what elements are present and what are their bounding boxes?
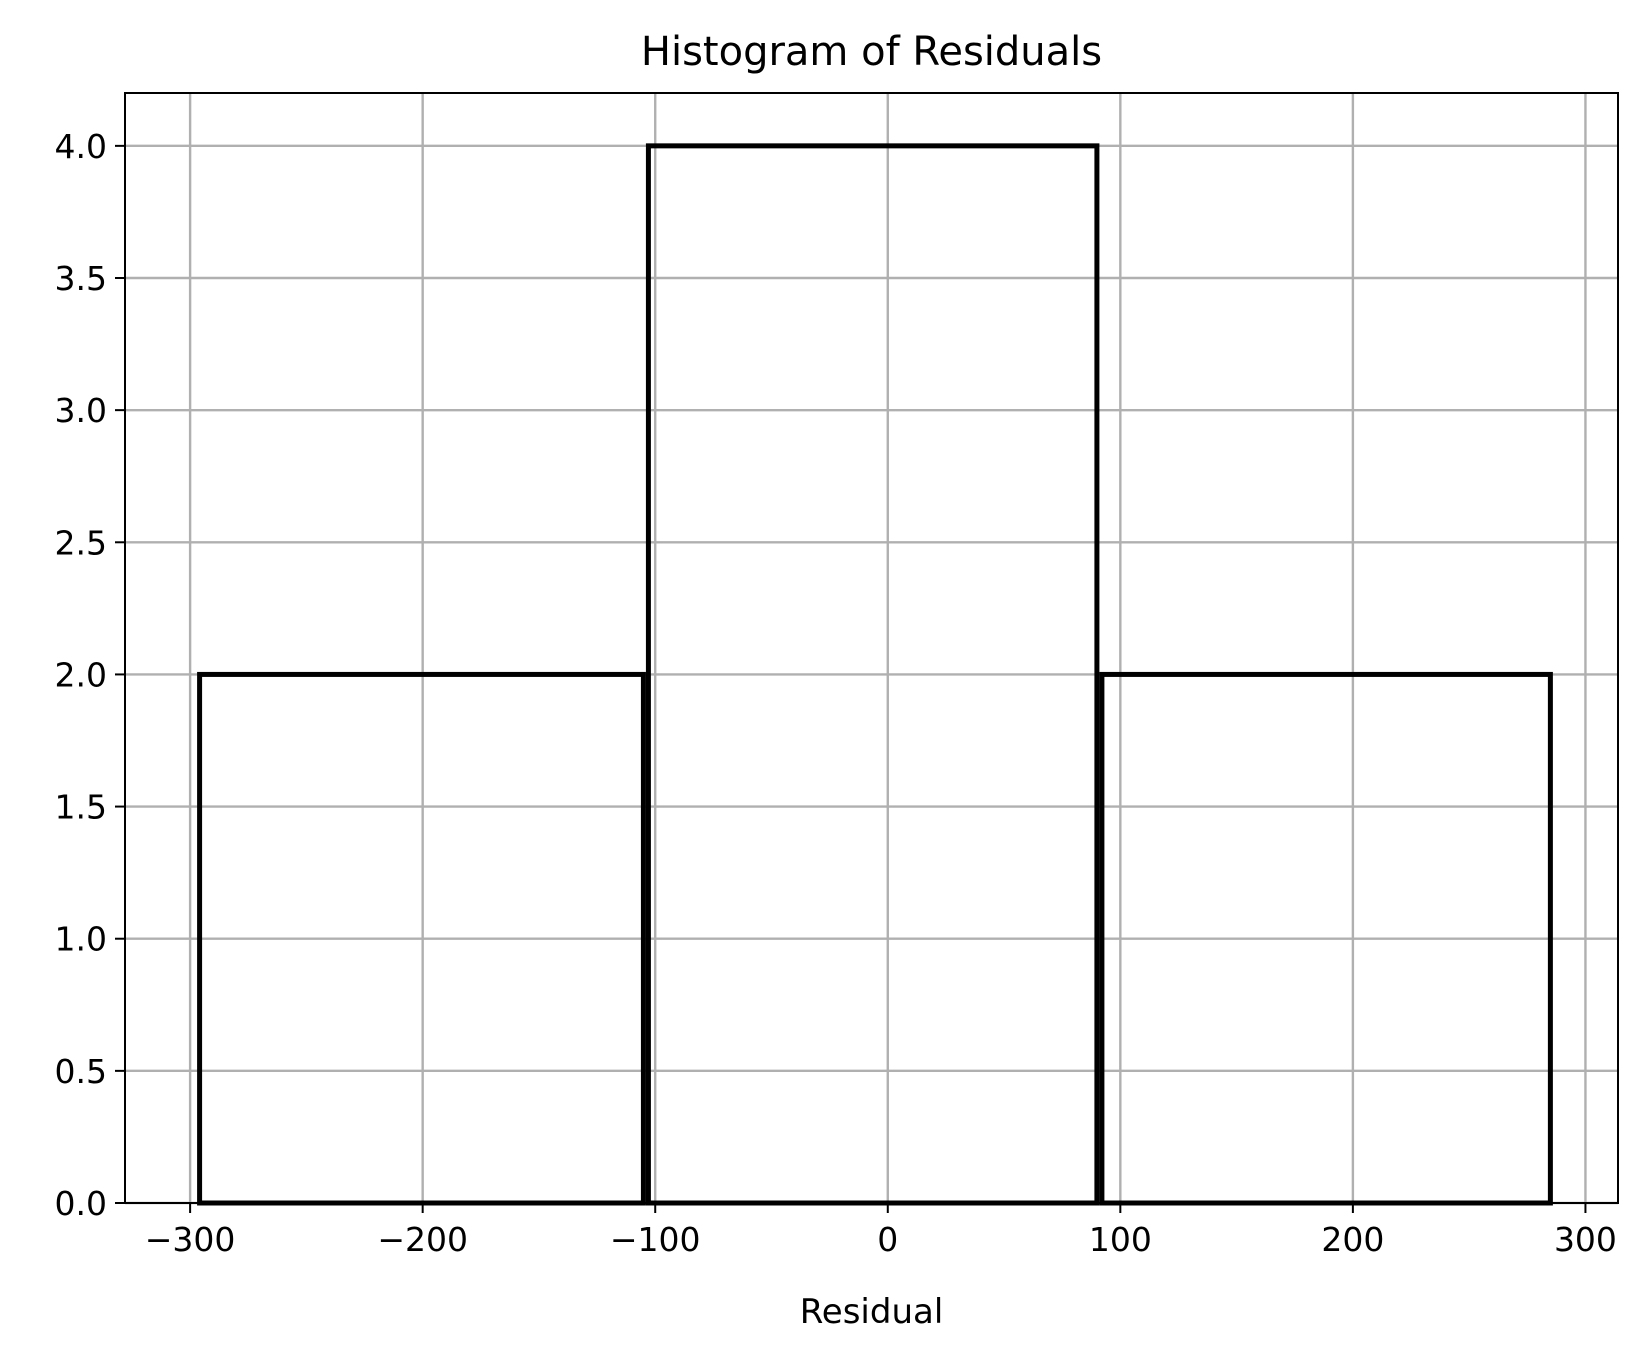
x-tick-label-1: −200 [377,1220,468,1259]
x-tick-label-6: 300 [1554,1220,1617,1259]
x-tick-label-3: 0 [877,1220,898,1259]
y-tick-label-2: 1.0 [55,920,107,959]
y-tick-label-8: 4.0 [55,127,107,166]
ticks: −300 −200 −100 0 100 200 300 0.0 0.5 1.0 1.5 2.0 2.5… [55,127,1617,1259]
plot-frame [124,92,1619,1204]
y-tick-label-7: 3.5 [55,259,107,298]
x-tick-label-0: −300 [145,1220,236,1259]
y-tick-label-6: 3.0 [55,391,107,430]
y-tick-label-4: 2.0 [55,655,107,694]
y-tick-label-5: 2.5 [55,523,107,562]
x-tick-label-4: 100 [1089,1220,1152,1259]
y-tick-label-0: 0.0 [55,1184,107,1223]
y-tick-label-1: 0.5 [55,1052,107,1091]
chart-title: Histogram of Residuals [641,29,1102,75]
x-axis-label: Residual [800,1292,944,1332]
y-tick-label-3: 1.5 [55,788,107,827]
x-tick-label-5: 200 [1321,1220,1384,1259]
x-tick-label-2: −100 [610,1220,701,1259]
